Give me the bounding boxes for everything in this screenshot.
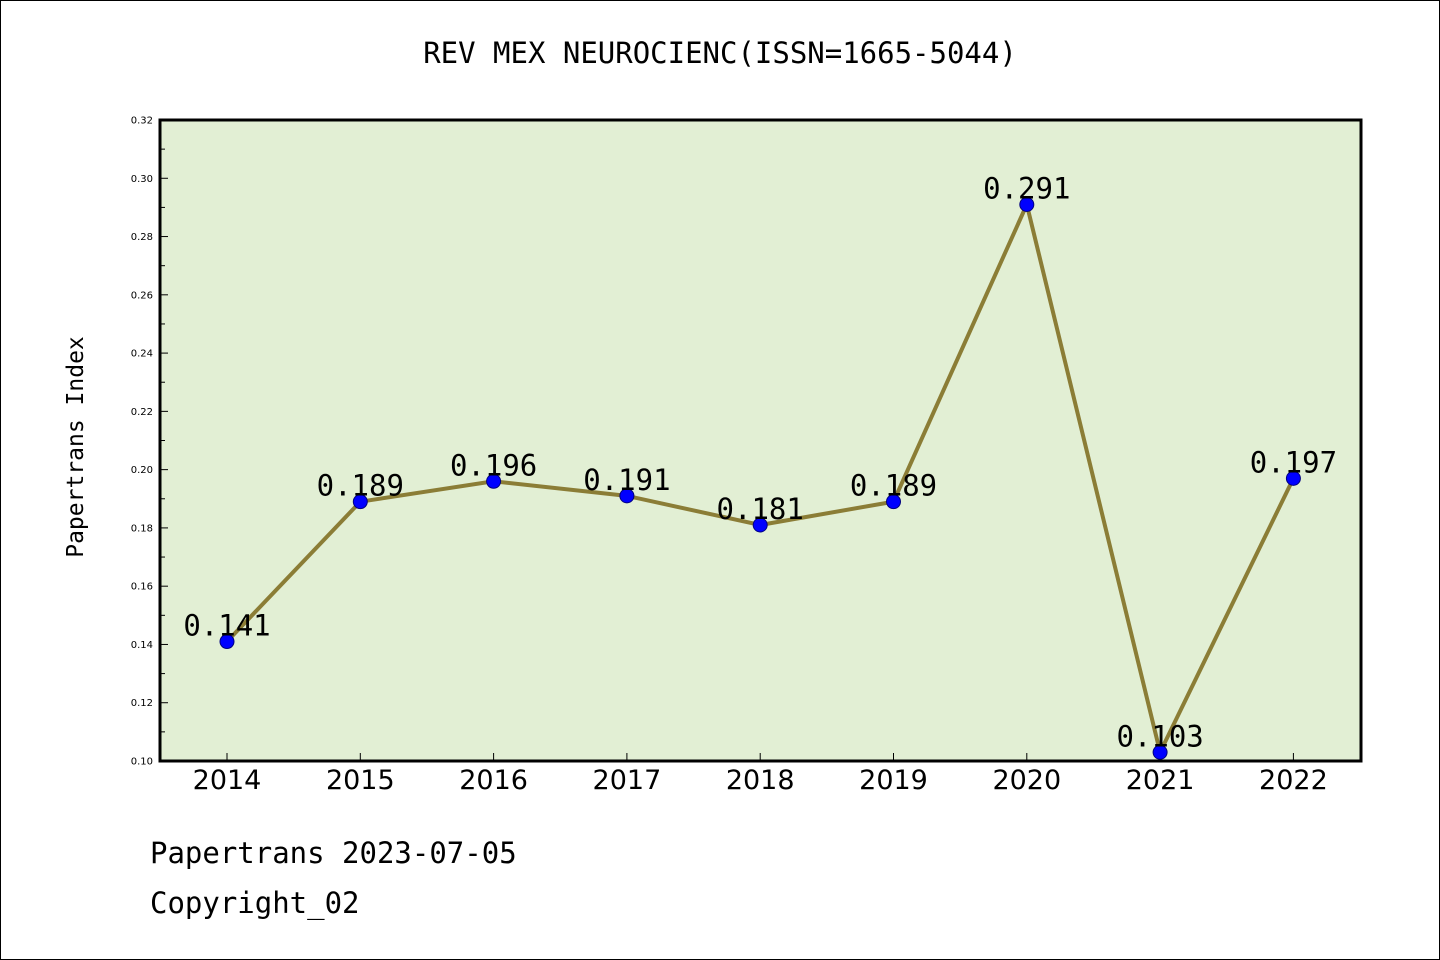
- data-point: [352, 494, 368, 510]
- x-tick-label: 2015: [326, 765, 395, 796]
- y-tick-label: 0.32: [131, 116, 153, 127]
- y-tick-label: 0.26: [131, 290, 153, 301]
- x-tick-label: 2017: [593, 765, 662, 796]
- data-label: 0.291: [983, 171, 1070, 205]
- data-point: [1019, 196, 1035, 212]
- y-tick-label: 0.24: [131, 349, 153, 360]
- y-tick-label: 0.14: [131, 640, 153, 651]
- y-tick-label: 0.16: [131, 582, 153, 593]
- plot-area: [160, 120, 1361, 761]
- data-label: 0.197: [1250, 445, 1337, 479]
- data-label: 0.189: [317, 469, 404, 503]
- data-point: [886, 494, 901, 510]
- x-tick-label: 2018: [726, 765, 795, 796]
- data-label: 0.191: [583, 463, 670, 497]
- footer-date: Papertrans 2023-07-05: [150, 836, 517, 870]
- data-label: 0.196: [450, 448, 537, 482]
- x-axis: 2014 2015 2016 2017 2018 2019 2020 2021 2022: [193, 753, 1328, 796]
- data-labels: 0.141 0.189 0.196 0.191 0.181 0.189 0.291 0.103…: [183, 171, 1337, 753]
- data-point: [619, 488, 635, 504]
- y-axis: 0.10 0.12 0.14 0.16 0.18 0.20 0.22 0.24 0.26 0.28…: [131, 116, 168, 768]
- data-label: 0.103: [1116, 719, 1203, 753]
- y-tick-label: 0.20: [131, 465, 153, 476]
- plot-border: [158, 118, 1363, 763]
- x-tick-label: 2014: [193, 765, 262, 796]
- y-tick-label: 0.30: [131, 174, 153, 185]
- x-tick-label: 2016: [459, 765, 528, 796]
- series-markers: [219, 196, 1301, 760]
- y-tick-label: 0.28: [131, 232, 153, 243]
- x-tick-label: 2019: [859, 765, 928, 796]
- data-label: 0.141: [183, 609, 270, 643]
- data-label: 0.181: [717, 492, 804, 526]
- y-tick-label: 0.22: [131, 407, 153, 418]
- data-label: 0.189: [850, 469, 937, 503]
- data-point: [1152, 744, 1168, 760]
- data-point: [1285, 470, 1301, 486]
- data-point: [219, 634, 235, 650]
- data-point: [752, 517, 768, 533]
- x-tick-label: 2020: [992, 765, 1061, 796]
- x-tick-label: 2021: [1126, 765, 1195, 796]
- y-tick-label: 0.10: [131, 757, 153, 768]
- y-tick-label: 0.12: [131, 698, 153, 709]
- x-tick-label: 2022: [1259, 765, 1328, 796]
- footer-copyright: Copyright_02: [150, 886, 360, 920]
- y-tick-label: 0.18: [131, 523, 153, 534]
- chart-title: REV MEX NEUROCIENC(ISSN=1665-5044): [423, 36, 1017, 70]
- data-point: [486, 473, 502, 489]
